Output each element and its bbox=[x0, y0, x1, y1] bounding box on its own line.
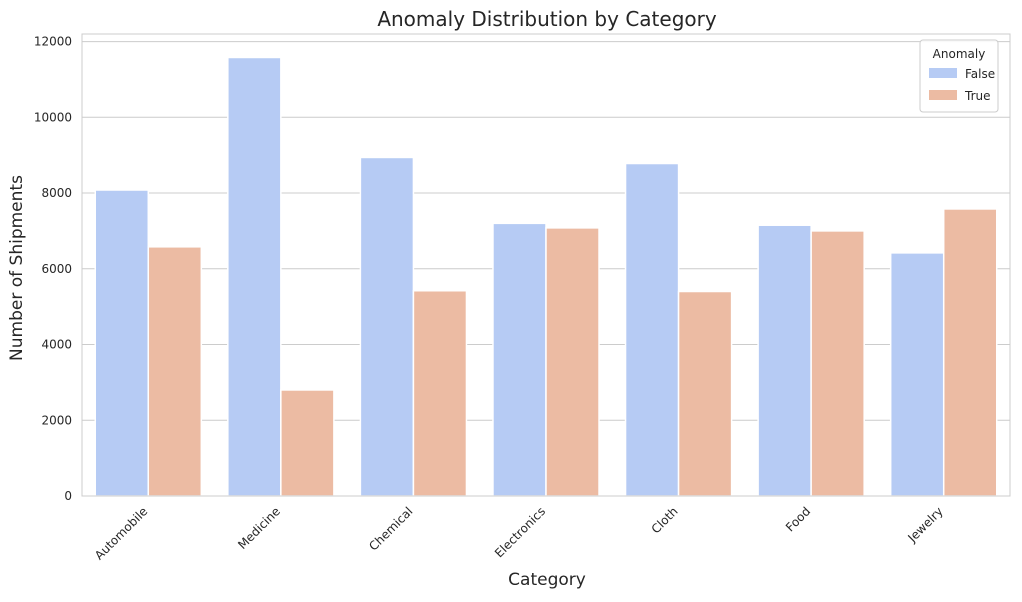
x-tick-label: Electronics bbox=[492, 504, 548, 560]
legend-label-true: True bbox=[964, 89, 991, 103]
bar-jewelry-true bbox=[942, 208, 998, 497]
y-tick-label: 8000 bbox=[41, 186, 72, 200]
x-tick-label: Medicine bbox=[235, 504, 283, 552]
bar-cloth-true bbox=[677, 290, 733, 497]
y-tick-label: 0 bbox=[64, 489, 72, 503]
x-tick-label: Food bbox=[783, 504, 813, 534]
bar-automobile-false bbox=[94, 189, 150, 497]
bars bbox=[94, 56, 998, 497]
y-tick-label: 10000 bbox=[34, 110, 72, 124]
x-tick-label: Jewelry bbox=[904, 504, 945, 545]
bar-chemical-false bbox=[359, 156, 415, 497]
bar-electronics-false bbox=[492, 222, 547, 497]
chart-title: Anomaly Distribution by Category bbox=[377, 7, 717, 31]
x-axis-label: Category bbox=[508, 570, 586, 590]
bar-food-false bbox=[757, 224, 812, 497]
y-tick-label: 4000 bbox=[41, 338, 72, 352]
legend-swatch-true bbox=[929, 90, 957, 100]
y-tick-label: 2000 bbox=[41, 413, 72, 427]
x-tick-label: Cloth bbox=[649, 504, 681, 536]
x-tick-label: Chemical bbox=[366, 504, 415, 553]
bar-food-true bbox=[810, 230, 865, 497]
bar-cloth-false bbox=[624, 162, 680, 497]
legend-swatch-false bbox=[929, 68, 957, 78]
legend-title: Anomaly bbox=[933, 47, 986, 61]
plot-frame bbox=[81, 33, 1011, 497]
legend: Anomaly False True bbox=[919, 39, 999, 113]
bar-automobile-true bbox=[147, 246, 203, 497]
bar-chemical-true bbox=[412, 290, 468, 497]
y-axis-label: Number of Shipments bbox=[7, 175, 27, 361]
y-tick-labels: 0 2000 4000 6000 8000 10000 12000 bbox=[34, 35, 72, 503]
bar-medicine-false bbox=[227, 56, 282, 497]
y-tick-label: 6000 bbox=[41, 262, 72, 276]
x-tick-labels: Automobile Medicine Chemical Electronics Clo… bbox=[92, 504, 946, 562]
x-tick-label: Automobile bbox=[92, 504, 150, 562]
y-tick-label: 12000 bbox=[34, 35, 72, 49]
bar-electronics-true bbox=[545, 227, 600, 497]
legend-label-false: False bbox=[965, 67, 995, 81]
bar-jewelry-false bbox=[889, 252, 945, 497]
bar-medicine-true bbox=[280, 389, 335, 497]
